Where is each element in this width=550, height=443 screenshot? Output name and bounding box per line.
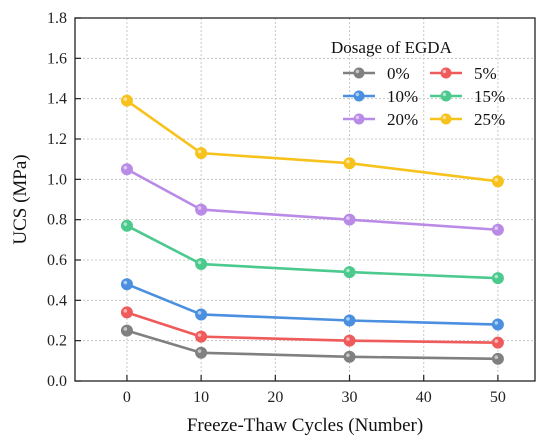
data-point-highlight <box>346 268 350 273</box>
data-point <box>343 266 356 279</box>
x-tick-label: 0 <box>123 389 131 406</box>
y-tick-label: 0.4 <box>47 292 67 309</box>
legend-label: 0% <box>387 64 410 83</box>
data-point-highlight <box>197 311 202 315</box>
legend-swatch-marker <box>440 67 452 79</box>
legend-label: 20% <box>387 110 418 129</box>
data-point-highlight <box>346 353 350 358</box>
data-point-highlight <box>123 165 128 170</box>
x-tick-label: 10 <box>193 389 209 406</box>
series-line <box>126 224 498 280</box>
legend-swatch-highlight <box>442 69 447 74</box>
series-line <box>126 282 498 326</box>
data-point <box>491 175 504 188</box>
data-point-highlight <box>494 274 499 279</box>
legend-swatch-highlight <box>355 115 360 120</box>
legend-swatch-marker <box>353 90 365 102</box>
data-point-highlight <box>197 333 202 337</box>
data-point-highlight <box>346 159 350 164</box>
data-point-highlight <box>346 317 350 321</box>
y-tick-label: 0.8 <box>47 212 67 229</box>
y-tick-label: 0.6 <box>47 252 67 269</box>
data-point-highlight <box>197 149 202 154</box>
data-point <box>343 350 356 363</box>
data-point-highlight <box>123 280 128 285</box>
data-point-highlight <box>123 327 128 331</box>
data-point-highlight <box>494 226 499 230</box>
data-point <box>491 223 504 236</box>
data-point <box>343 213 356 226</box>
legend-swatch-marker <box>353 113 365 125</box>
data-point <box>491 272 504 285</box>
legend-label: 10% <box>387 87 418 106</box>
y-axis-title: UCS (MPa) <box>10 154 31 244</box>
legend-swatch-highlight <box>355 69 360 74</box>
data-point-highlight <box>494 339 499 343</box>
y-tick-label: 1.4 <box>47 91 67 108</box>
data-point <box>343 314 356 327</box>
data-point <box>120 219 133 232</box>
data-point-highlight <box>123 97 128 101</box>
data-point <box>195 258 208 271</box>
y-tick-label: 1.0 <box>47 171 67 188</box>
x-tick-label: 30 <box>342 389 358 406</box>
data-point-highlight <box>494 355 499 360</box>
y-tick-label: 0.2 <box>47 333 67 350</box>
data-point <box>195 308 208 321</box>
data-point <box>120 324 133 337</box>
legend: Dosage of EGDA 0% 5% 10% 15% 20% 25% <box>331 38 505 129</box>
x-tick-label: 50 <box>490 389 506 406</box>
data-point-highlight <box>123 222 128 226</box>
data-point <box>120 163 133 176</box>
data-point-highlight <box>346 337 350 341</box>
data-point-highlight <box>494 177 499 182</box>
data-point <box>491 336 504 349</box>
data-point <box>120 306 133 319</box>
legend-title: Dosage of EGDA <box>331 38 453 57</box>
data-point <box>343 334 356 347</box>
axis-ticks: 0 10 20 30 40 50 0.0 0.2 0.4 0.6 0.8 1.0 1.2 1.4 1.6 1.… <box>47 10 506 406</box>
data-point-highlight <box>197 260 202 265</box>
legend-swatch-highlight <box>442 92 447 97</box>
legend-label: 15% <box>474 87 505 106</box>
legend-swatch-highlight <box>355 92 360 97</box>
data-point <box>195 203 208 216</box>
series-line <box>126 311 498 344</box>
data-point <box>120 94 133 107</box>
x-axis-title: Freeze-Thaw Cycles (Number) <box>187 415 423 436</box>
plot-area-frame <box>74 17 536 382</box>
legend-label: 5% <box>474 64 497 83</box>
series-line <box>126 99 499 183</box>
legend-label: 25% <box>474 110 505 129</box>
y-tick-label: 1.6 <box>47 50 67 67</box>
data-point-highlight <box>494 321 499 325</box>
data-point <box>120 278 133 291</box>
data-point-highlight <box>197 206 202 210</box>
legend-swatch-highlight <box>442 115 447 120</box>
data-point <box>491 318 504 331</box>
series-line <box>126 329 498 361</box>
data-point-highlight <box>123 309 128 313</box>
legend-swatch-marker <box>440 90 452 102</box>
data-point <box>491 352 504 365</box>
data-point-highlight <box>346 216 350 220</box>
legend-swatch-marker <box>353 67 365 79</box>
y-tick-label: 1.8 <box>47 10 67 27</box>
y-tick-label: 0.0 <box>47 373 67 390</box>
data-point <box>343 157 356 170</box>
legend-swatch-marker <box>440 113 452 125</box>
data-point <box>195 147 208 160</box>
series-line <box>126 168 498 232</box>
grid <box>75 17 535 382</box>
x-tick-label: 20 <box>267 389 283 406</box>
data-point-highlight <box>197 349 202 353</box>
series-lines <box>120 94 504 365</box>
data-point <box>195 330 208 343</box>
data-point <box>195 346 208 359</box>
x-tick-label: 40 <box>416 389 432 406</box>
y-tick-label: 1.2 <box>47 131 67 148</box>
